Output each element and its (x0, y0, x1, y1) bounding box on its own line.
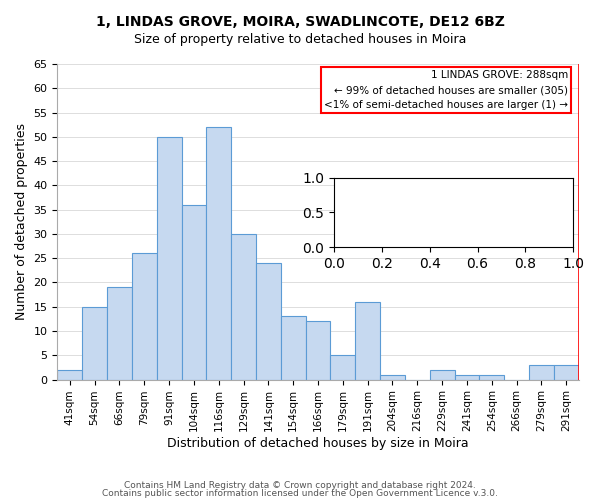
Bar (206, 127, 231, 380)
Bar (231, 234, 256, 380)
Text: 1 LINDAS GROVE: 288sqm
← 99% of detached houses are smaller (305)
<1% of semi-de: 1 LINDAS GROVE: 288sqm ← 99% of detached… (324, 70, 568, 110)
Bar (331, 356, 355, 380)
Bar (479, 374, 504, 380)
Bar (157, 137, 182, 380)
Bar (107, 288, 132, 380)
Bar (82, 307, 107, 380)
Bar (355, 302, 380, 380)
Bar (554, 365, 578, 380)
Bar (58, 370, 82, 380)
Text: Contains public sector information licensed under the Open Government Licence v.: Contains public sector information licen… (102, 488, 498, 498)
Text: 1, LINDAS GROVE, MOIRA, SWADLINCOTE, DE12 6BZ: 1, LINDAS GROVE, MOIRA, SWADLINCOTE, DE1… (95, 15, 505, 29)
Bar (380, 374, 405, 380)
Bar (256, 263, 281, 380)
Bar (305, 322, 331, 380)
Bar (182, 205, 206, 380)
Bar (132, 254, 157, 380)
Bar (430, 370, 455, 380)
Text: Contains HM Land Registry data © Crown copyright and database right 2024.: Contains HM Land Registry data © Crown c… (124, 481, 476, 490)
X-axis label: Distribution of detached houses by size in Moira: Distribution of detached houses by size … (167, 437, 469, 450)
Bar (455, 374, 479, 380)
Bar (281, 316, 305, 380)
Text: Size of property relative to detached houses in Moira: Size of property relative to detached ho… (134, 32, 466, 46)
Bar (529, 365, 554, 380)
Y-axis label: Number of detached properties: Number of detached properties (15, 124, 28, 320)
